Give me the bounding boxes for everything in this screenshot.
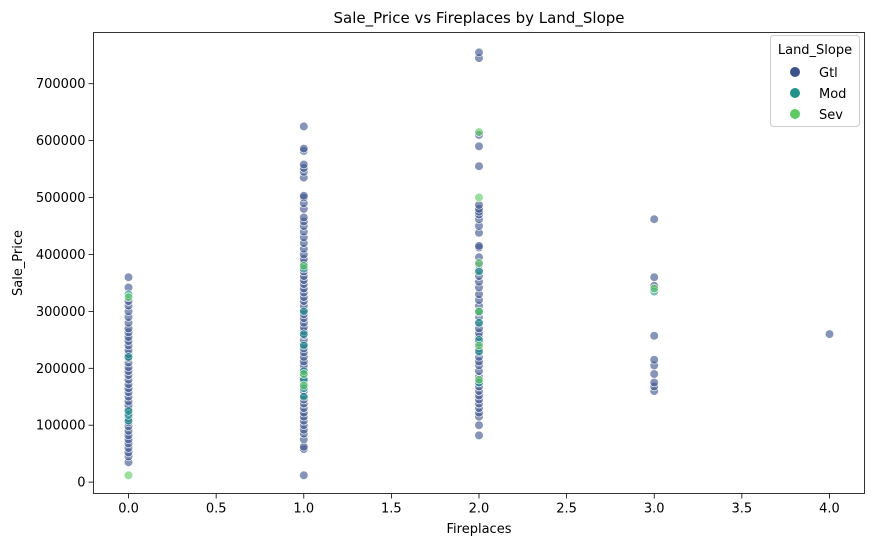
scatter-point-gtl (299, 121, 309, 131)
x-tick-label: 3.0 (644, 502, 665, 517)
scatter-point-sev (474, 192, 484, 203)
y-tick-label: 400000 (36, 248, 86, 263)
scatter-point-sev (474, 258, 484, 268)
legend-label-gtl: Gtl (819, 66, 838, 81)
scatter-point-gtl (649, 272, 659, 282)
x-axis: 0.0 0.5 1.0 1.5 2.0 2.5 3.0 3.5 4.0 (118, 493, 840, 517)
y-axis-label: Sale_Price (11, 230, 26, 296)
scatter-point-sev (123, 470, 134, 480)
x-tick-label: 0.0 (118, 502, 139, 517)
scatter-point-gtl (299, 144, 309, 154)
scatter-point-mod (474, 318, 484, 328)
scatter-point-gtl (474, 141, 484, 151)
scatter-point-sev (123, 292, 134, 302)
y-tick-label: 700000 (36, 77, 86, 92)
scatter-point-gtl (824, 329, 835, 339)
legend-label-mod: Mod (819, 87, 846, 102)
legend-box (770, 35, 860, 127)
x-tick-label: 2.0 (469, 502, 490, 517)
scatter-point-sev (474, 340, 484, 351)
scatter-point-mod (299, 306, 309, 317)
scatter-point-mod (474, 266, 484, 277)
scatter-point-mod (299, 340, 309, 351)
scatter-point-sev (474, 375, 484, 385)
scatter-point-gtl (299, 470, 309, 480)
legend-label-sev: Sev (819, 108, 843, 123)
x-tick-label: 2.5 (556, 502, 577, 517)
legend-title: Land_Slope (778, 43, 852, 58)
scatter-point-gtl (123, 272, 134, 282)
scatter-point-sev (299, 261, 309, 271)
y-tick-label: 0 (77, 476, 85, 491)
x-tick-label: 4.0 (819, 502, 840, 517)
legend: Land_Slope Gtl Mod Sev (770, 35, 860, 127)
legend-marker-gtl (790, 67, 800, 77)
scatter-point-gtl (649, 355, 659, 365)
scatter-point-mod (123, 352, 134, 362)
scatter-point-sev (474, 306, 484, 317)
x-axis-label: Fireplaces (447, 522, 512, 537)
legend-marker-mod (790, 88, 800, 98)
x-tick-label: 1.0 (293, 502, 314, 517)
scatter-point-sev (474, 127, 484, 137)
scatter-point-gtl (474, 241, 484, 251)
scatter-point-gtl (299, 212, 309, 223)
chart-title: Sale_Price vs Fireplaces by Land_Slope (334, 9, 625, 28)
x-tick-label: 3.5 (731, 502, 752, 517)
scatter-point-sev (299, 369, 309, 379)
scatter-point-gtl (299, 159, 309, 170)
y-tick-label: 300000 (36, 305, 86, 320)
scatter-point-gtl (649, 214, 659, 224)
scatter-point-mod (299, 392, 309, 402)
scatter-point-mod (123, 406, 134, 416)
legend-entries: Gtl Mod Sev (790, 66, 846, 123)
scatter-point-gtl (649, 377, 659, 388)
x-tick-label: 1.5 (381, 502, 402, 517)
scatter-point-gtl (474, 47, 484, 58)
plot-points (123, 47, 835, 480)
legend-marker-sev (790, 109, 800, 119)
scatter-point-sev (299, 380, 309, 391)
scatter-point-mod (299, 329, 309, 339)
scatter-point-gtl (299, 191, 309, 201)
x-tick-label: 0.5 (206, 502, 227, 517)
scatter-point-sev (649, 284, 659, 294)
y-tick-label: 100000 (36, 419, 86, 434)
scatter-point-gtl (474, 420, 484, 430)
scatter-point-gtl (474, 430, 484, 441)
y-tick-label: 200000 (36, 362, 86, 377)
y-tick-label: 600000 (36, 134, 86, 149)
scatter-point-gtl (649, 331, 659, 341)
y-tick-label: 500000 (36, 191, 86, 206)
y-axis: 0 100000 200000 300000 400000 500000 600000 700… (36, 77, 94, 491)
scatter-point-gtl (474, 161, 484, 171)
scatter-point-gtl (649, 369, 659, 379)
